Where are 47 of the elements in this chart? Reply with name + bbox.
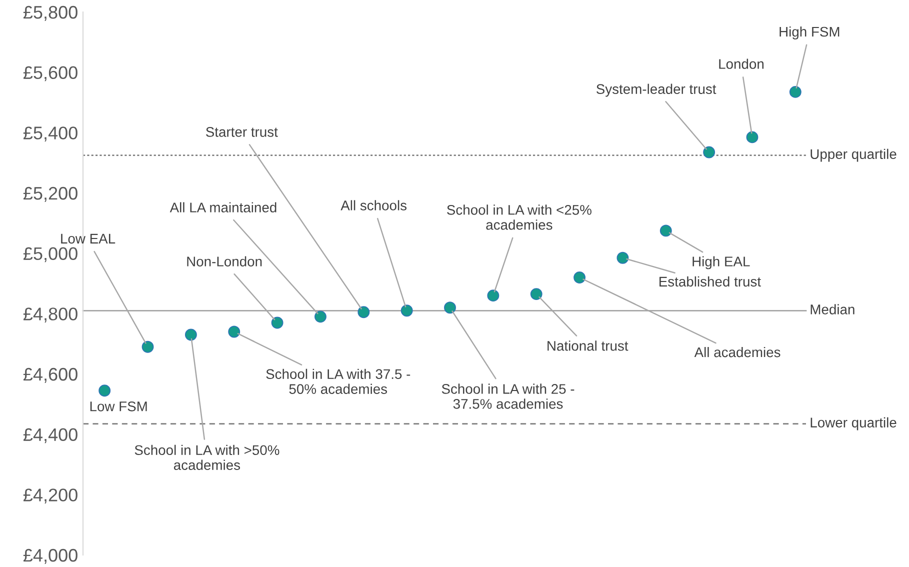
- annotation: School in LA with <25% academies: [447, 204, 592, 230]
- point: [271, 316, 284, 329]
- point: [574, 271, 586, 284]
- annotation: Low FSM: [90, 401, 147, 412]
- annotation: Non-London: [187, 256, 262, 266]
- annotation: All LA maintained: [170, 202, 276, 212]
- point: [660, 224, 672, 237]
- y-tick-label: £5,800: [23, 6, 78, 21]
- annotation: All schools: [340, 200, 407, 210]
- point: [487, 290, 500, 302]
- point: [616, 252, 629, 264]
- annotation: Starter trust: [206, 127, 278, 137]
- ref-line-label: Upper quartile: [810, 148, 896, 162]
- point: [789, 86, 802, 98]
- point: [142, 340, 154, 353]
- point: [703, 146, 716, 158]
- annotation: All academies: [694, 346, 780, 358]
- point: [444, 302, 456, 314]
- annotation: System-leader trust: [596, 84, 716, 97]
- annotation: School in LA with >50% academies: [134, 444, 280, 470]
- annotation: High EAL: [692, 256, 750, 270]
- point: [400, 304, 413, 317]
- point: [314, 310, 326, 323]
- annotation: High FSM: [780, 26, 840, 40]
- annotation: Established trust: [660, 276, 761, 287]
- annotation: National trust: [548, 340, 628, 351]
- y-tick-label: £5,400: [23, 126, 78, 142]
- y-tick-label: £4,200: [23, 488, 78, 504]
- point: [746, 131, 758, 144]
- ref-line-label: Median: [810, 304, 854, 314]
- y-tick-label: £4,000: [23, 548, 78, 564]
- y-tick-label: £4,400: [23, 428, 78, 444]
- y-tick-label: £5,000: [23, 247, 78, 262]
- annotation: London: [719, 58, 764, 69]
- point: [98, 384, 111, 397]
- y-tick-label: £4,600: [23, 368, 78, 383]
- ref-line-label: Lower quartile: [810, 417, 896, 430]
- annotation: Low EAL: [61, 234, 116, 244]
- point: [184, 328, 197, 341]
- annotation: School in LA with 25 - 37.5% academies: [442, 384, 574, 409]
- annotation: School in LA with 37.5 - 50% academies: [266, 368, 410, 394]
- y-tick-label: £5,200: [23, 186, 78, 202]
- point: [530, 288, 542, 300]
- y-tick-label: £5,600: [23, 66, 78, 82]
- y-tick-label: £4,800: [23, 308, 78, 323]
- point: [358, 306, 370, 318]
- point: [228, 326, 240, 338]
